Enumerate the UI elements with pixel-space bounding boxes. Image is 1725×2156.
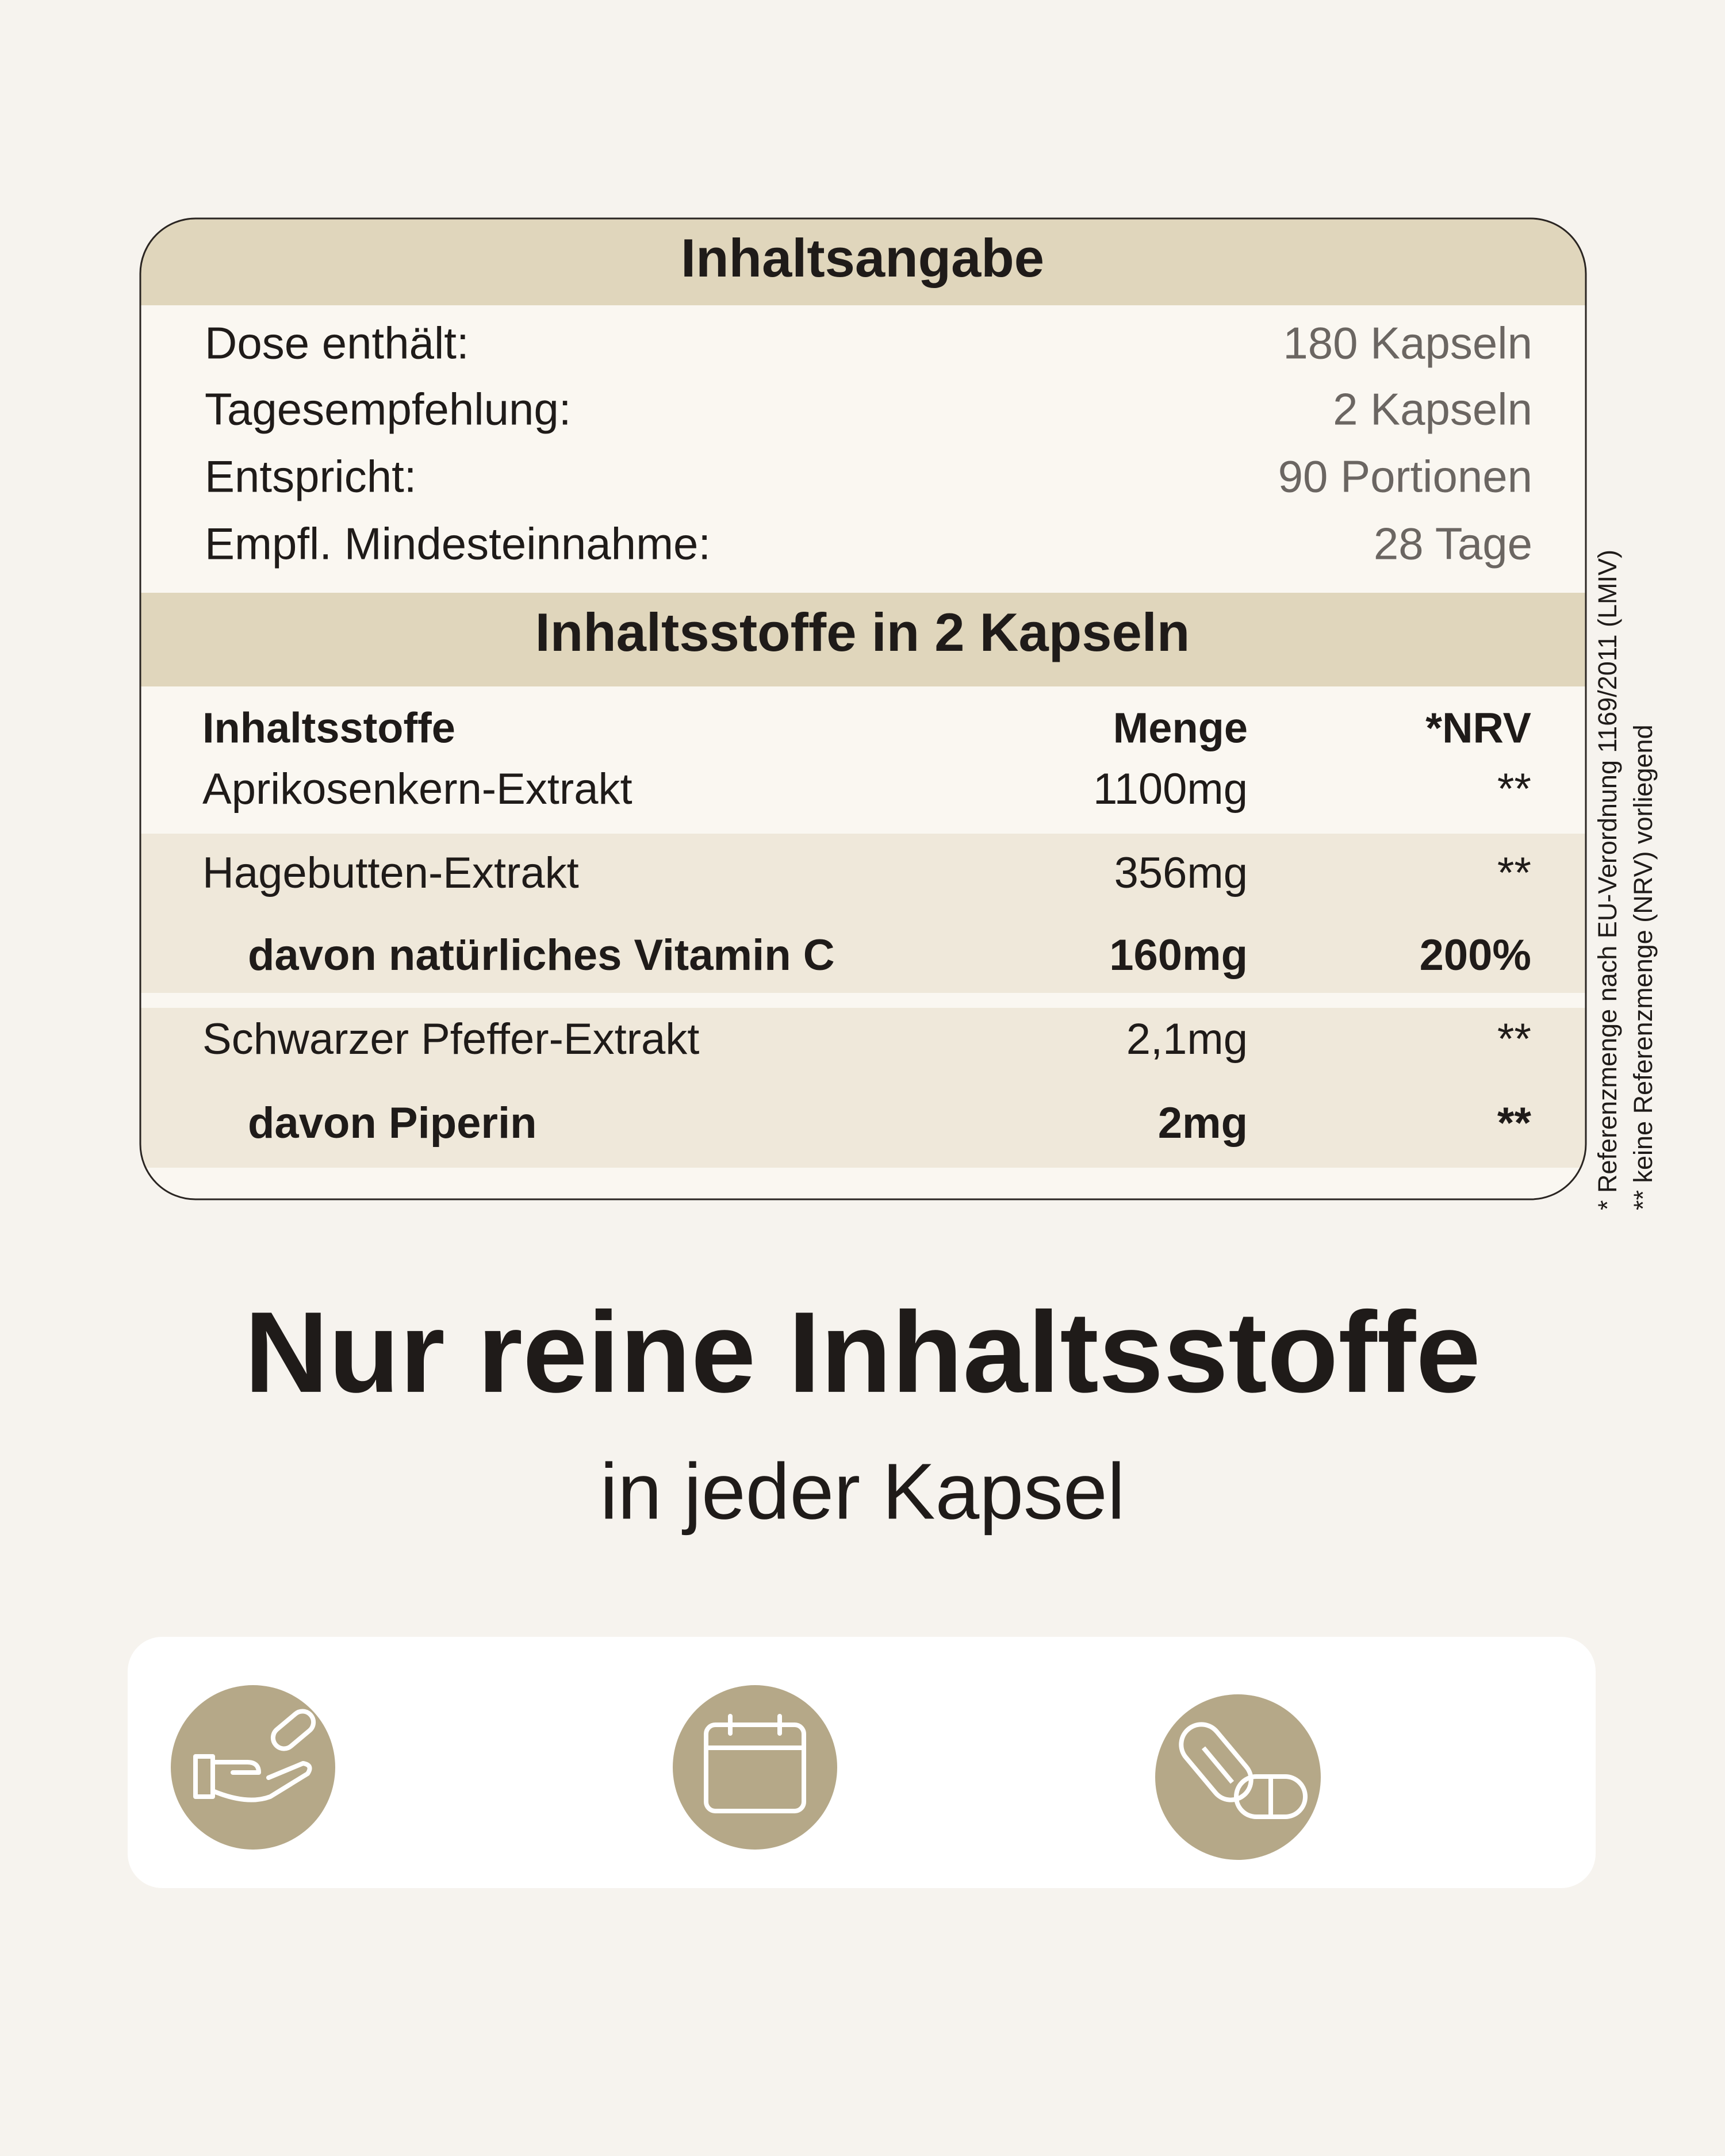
info-label: Tagesempfehlung: [205,384,571,435]
table-cell: ** [1497,765,1531,814]
table-cell: 2mg [1158,1099,1248,1148]
section-band [140,593,1586,686]
table-cell: Hagebutten-Extrakt [202,849,579,897]
info-value: 2 Kapseln [1333,384,1532,435]
row-band [140,834,1586,993]
card-border [139,217,1587,1200]
table-cell: Aprikosenkern-Extrakt [202,765,632,814]
header-band [140,218,1586,305]
table-cell: 200% [1420,931,1531,980]
info-value: 180 Kapseln [1283,318,1532,369]
table-header: *NRV [1425,704,1531,752]
info-value: 28 Tage [1374,519,1532,569]
table-cell: 160mg [1109,931,1248,980]
icon-calendar [704,1714,806,1813]
card-title: Inhaltsangabe [681,228,1044,288]
footnote: * Referenzmenge nach EU-Verordnung 1169/… [1593,550,1622,1210]
info-value: 90 Portionen [1278,451,1532,502]
table-cell: 1100mg [1093,765,1248,814]
table-cell: ** [1497,1099,1532,1148]
table-cell: Schwarzer Pfeffer-Extrakt [202,1015,699,1064]
table-cell: ** [1497,849,1531,897]
info-label: Dose enthält: [205,318,469,369]
footnote: ** keine Referenzmenge (NRV) vorliegend [1628,724,1658,1210]
table-cell: davon Piperin [248,1099,537,1148]
icon-capsules [1179,1722,1308,1819]
info-label: Entspricht: [205,451,416,502]
section-title: Inhaltsstoffe in 2 Kapseln [535,602,1190,662]
card-bands [140,218,1586,1199]
table-cell: ** [1497,1015,1531,1064]
icon-circle [171,1685,335,1850]
subheadline: in jeder Kapsel [600,1447,1125,1536]
icon-circle [673,1685,837,1850]
row-band [140,1008,1586,1168]
info-label: Empfl. Mindesteinnahme: [205,519,711,569]
headline: Nur reine Inhaltsstoffe [244,1288,1481,1417]
table-cell: 356mg [1114,849,1248,897]
table-cell: 2,1mg [1126,1015,1248,1064]
table-header: Inhaltsstoffe [202,704,455,752]
icon-hand [193,1709,316,1802]
table-cell: davon natürliches Vitamin C [248,931,835,980]
feature-box [128,1637,1596,1888]
table-header: Menge [1113,704,1248,752]
